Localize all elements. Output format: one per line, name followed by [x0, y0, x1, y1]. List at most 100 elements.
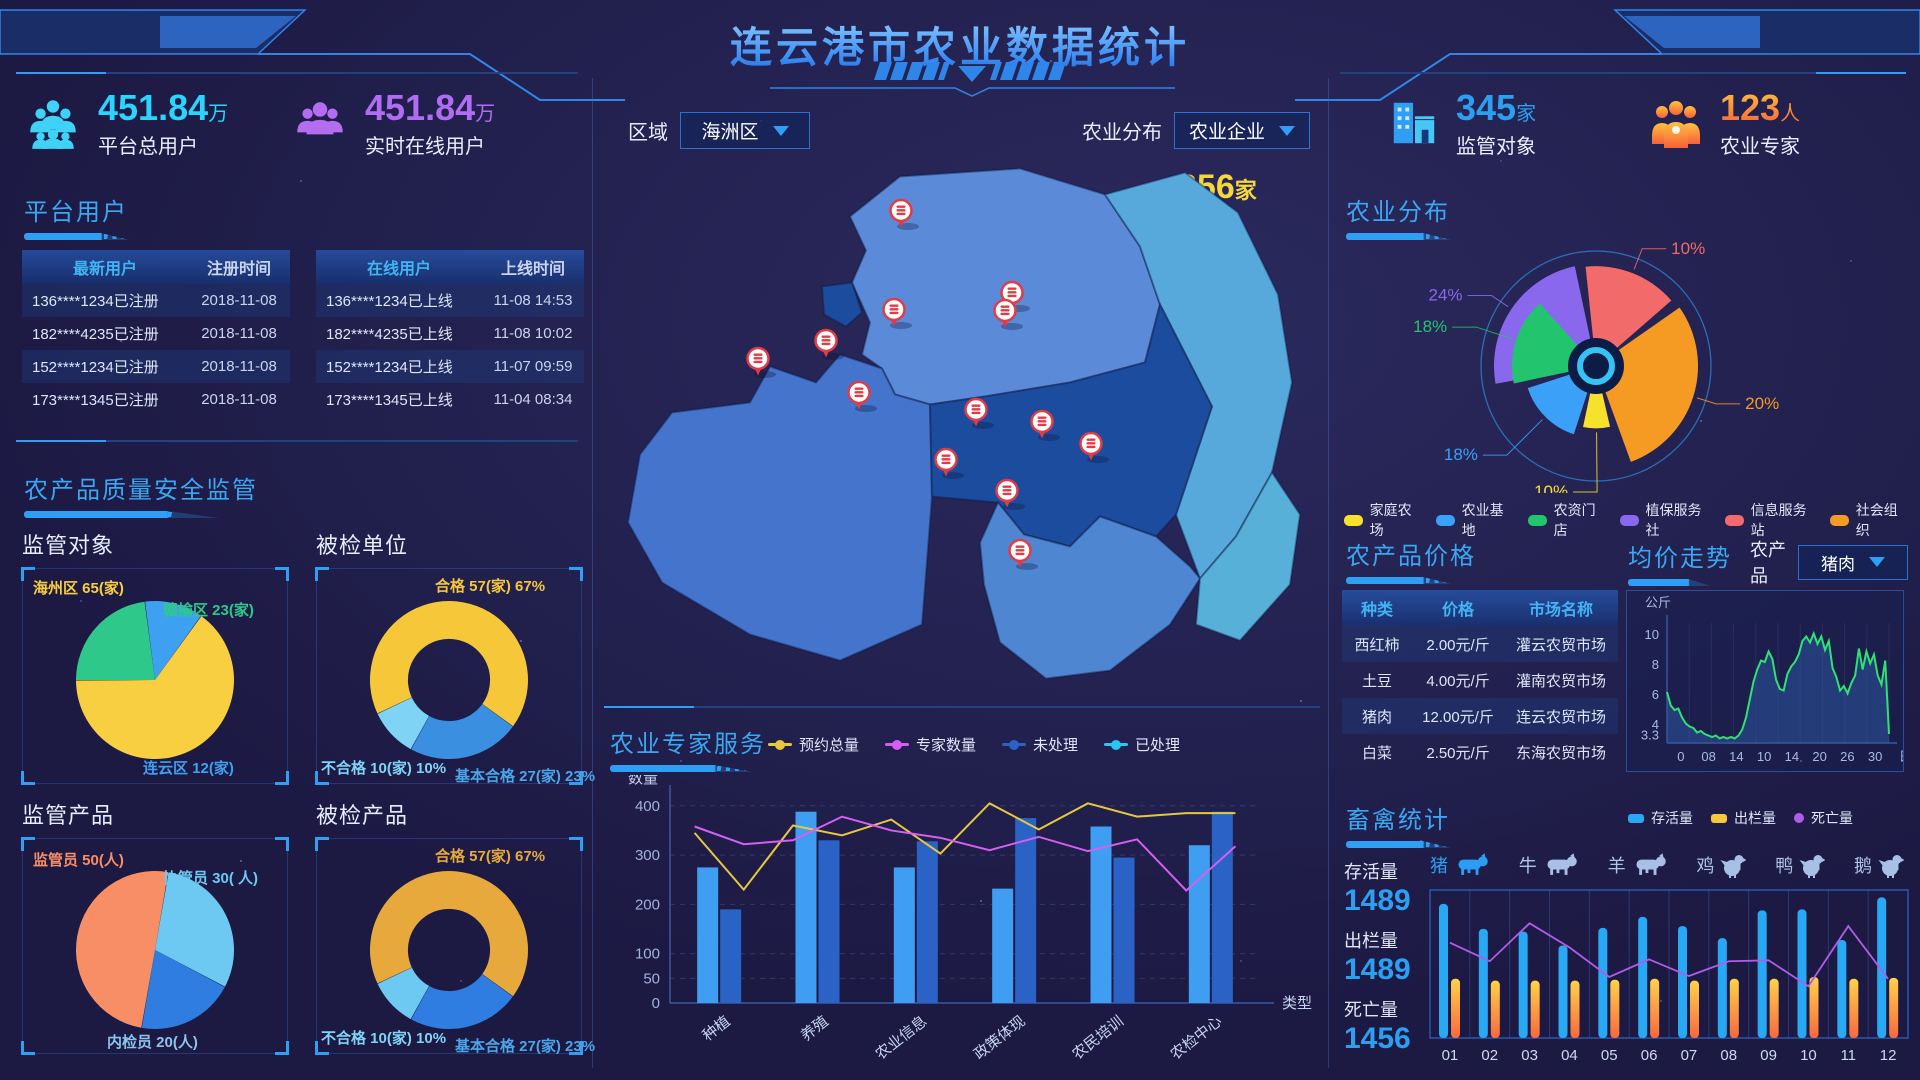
- inspected-products-donut: [370, 871, 528, 1029]
- livestock-legend: 存活量 出栏量 死亡量: [1628, 808, 1853, 828]
- animal-chicken[interactable]: 鸡: [1696, 852, 1747, 878]
- svg-text:03: 03: [1521, 1047, 1538, 1064]
- table-row: 西红柿 2.00元/斤 灌云农贸市场: [1342, 626, 1618, 662]
- title-underline-decoration: [1628, 579, 1711, 586]
- map-pin[interactable]: [814, 328, 845, 360]
- price-section-title: 农产品价格: [1346, 536, 1486, 584]
- table-row: 136****1234已注册 2018-11-08: [22, 284, 290, 317]
- animal-pig[interactable]: 猪: [1430, 852, 1490, 878]
- svg-text:11: 11: [1840, 1047, 1856, 1064]
- map-pin[interactable]: [964, 397, 995, 429]
- map-pin[interactable]: [1008, 538, 1039, 570]
- legend-item[interactable]: 死亡量: [1794, 808, 1853, 828]
- chevron-down-icon: [1279, 125, 1296, 136]
- svg-text:8: 8: [1652, 657, 1659, 672]
- column-divider-left: [592, 78, 593, 1068]
- svg-text:20: 20: [1812, 749, 1826, 764]
- svg-text:24%: 24%: [1429, 286, 1463, 305]
- title-underline-decoration: [1346, 841, 1451, 848]
- cow-icon: [1547, 853, 1577, 875]
- legend-item[interactable]: 未处理: [1002, 734, 1078, 755]
- table-row: 152****1234已注册 2018-11-08: [22, 350, 290, 383]
- duck-icon: [1799, 855, 1826, 878]
- svg-text:01: 01: [1442, 1047, 1459, 1064]
- svg-text:14: 14: [1729, 749, 1743, 764]
- svg-text:26: 26: [1840, 749, 1854, 764]
- map-pin[interactable]: [934, 447, 965, 479]
- users-group-icon: [30, 100, 76, 150]
- legend-item[interactable]: 信息服务站: [1724, 500, 1816, 540]
- table-row: 152****1234已上线 11-07 09:59: [316, 350, 584, 383]
- animal-cow[interactable]: 牛: [1519, 852, 1579, 878]
- svg-text:08: 08: [1720, 1047, 1737, 1064]
- distribution-section-title: 农业分布: [1346, 192, 1486, 240]
- svg-text:30: 30: [1868, 749, 1882, 764]
- legend-item[interactable]: 预约总量: [768, 734, 859, 755]
- legend-item[interactable]: 农业基地: [1435, 500, 1514, 540]
- svg-text:20%: 20%: [1745, 394, 1779, 413]
- svg-text:类型: 类型: [1282, 995, 1312, 1012]
- table-row: 182****4235已注册 2018-11-08: [32, 325, 277, 343]
- online-table: 在线用户 上线时间 136****1234已上线 11-08 14:53 182*…: [316, 250, 584, 416]
- legend-item[interactable]: 存活量: [1628, 808, 1693, 828]
- legend-item[interactable]: 农资门店: [1527, 500, 1606, 540]
- chicken-icon: [1720, 855, 1747, 878]
- register-table-header: 最新用户 注册时间: [22, 250, 290, 284]
- left-top-divider: [16, 72, 578, 74]
- experts-group-icon: [1652, 101, 1700, 149]
- distribution-label: 农业分布: [1082, 122, 1162, 144]
- svg-text:农业信息: 农业信息: [873, 1013, 931, 1063]
- svg-text:农民培训: 农民培训: [1069, 1013, 1127, 1063]
- map-pin[interactable]: [1030, 409, 1061, 441]
- title-underline-decoration: [24, 233, 129, 240]
- online-users-value: 451.84万: [365, 87, 496, 128]
- inspected-units-panel: 合格 57(家) 67% 不合格 10(家) 10% 基本合格 27(家) 23…: [315, 567, 595, 785]
- map-pin[interactable]: [882, 297, 913, 329]
- map-pin[interactable]: [746, 346, 777, 378]
- region-dropdown[interactable]: 海洲区: [680, 112, 810, 149]
- sheep-icon: [1636, 853, 1666, 875]
- chevron-down-icon: [1869, 557, 1885, 567]
- expert-legend: 预约总量 专家数量 未处理 已处理: [768, 734, 1180, 755]
- distribution-dropdown[interactable]: 农业企业: [1174, 112, 1311, 149]
- product-dropdown[interactable]: 猪肉: [1798, 544, 1908, 580]
- distribution-legend: 家庭农场 农业基地 农资门店 植保服务社 信息服务站 社会组织: [1344, 500, 1908, 540]
- map-pin[interactable]: [847, 380, 878, 412]
- price-table-header: 种类 价格 市场名称: [1342, 590, 1618, 626]
- legend-item[interactable]: 专家数量: [885, 734, 976, 755]
- inspected-units-donut: [370, 601, 528, 759]
- svg-text:10: 10: [1757, 749, 1771, 764]
- table-row: 猪肉 12.00元/斤 连云农贸市场: [1342, 698, 1618, 734]
- map-pin[interactable]: [995, 478, 1026, 510]
- animal-goose[interactable]: 鹅: [1854, 852, 1904, 878]
- svg-text:400: 400: [635, 798, 660, 815]
- online-users-icon: [297, 102, 343, 135]
- svg-text:日期: 日期: [1899, 749, 1903, 764]
- legend-item[interactable]: 社会组织: [1830, 500, 1908, 540]
- livestock-section-title: 畜禽统计: [1346, 800, 1486, 848]
- animal-duck[interactable]: 鸭: [1775, 852, 1826, 878]
- legend-item[interactable]: 出栏量: [1711, 808, 1776, 828]
- legend-item[interactable]: 家庭农场: [1344, 500, 1422, 540]
- supervised-objects-value: 345家: [1456, 87, 1537, 128]
- svg-text:0: 0: [1677, 749, 1684, 764]
- map-pin[interactable]: [1079, 431, 1110, 463]
- column-divider-right: [1328, 78, 1329, 1068]
- supervision-objects-panel: 海州区 65(家) 赣榆区 23(家) 连云区 12(家): [21, 567, 289, 785]
- animal-selector-row: 猪 牛 羊 鸡 鸭 鹅: [1430, 852, 1904, 878]
- mid-divider: [604, 706, 1320, 708]
- legend-item[interactable]: 已处理: [1104, 734, 1180, 755]
- svg-text:300: 300: [635, 847, 660, 864]
- total-users-stat: 451.84万 平台总用户: [24, 88, 228, 159]
- map-pin[interactable]: [889, 198, 920, 230]
- svg-text:14: 14: [1785, 749, 1799, 764]
- title-underline-decoration: [610, 765, 753, 772]
- svg-text:200: 200: [635, 896, 660, 913]
- region-control: 区域 海洲区: [628, 112, 810, 149]
- animal-sheep[interactable]: 羊: [1608, 852, 1668, 878]
- svg-text:12: 12: [1880, 1047, 1897, 1064]
- pig-icon: [1458, 853, 1488, 875]
- map-pin[interactable]: [993, 298, 1024, 330]
- legend-item[interactable]: 植保服务社: [1619, 500, 1711, 540]
- supervision-products-panel: 监管员 50(人) 协管员 30( 人) 内检员 20(人): [21, 837, 289, 1055]
